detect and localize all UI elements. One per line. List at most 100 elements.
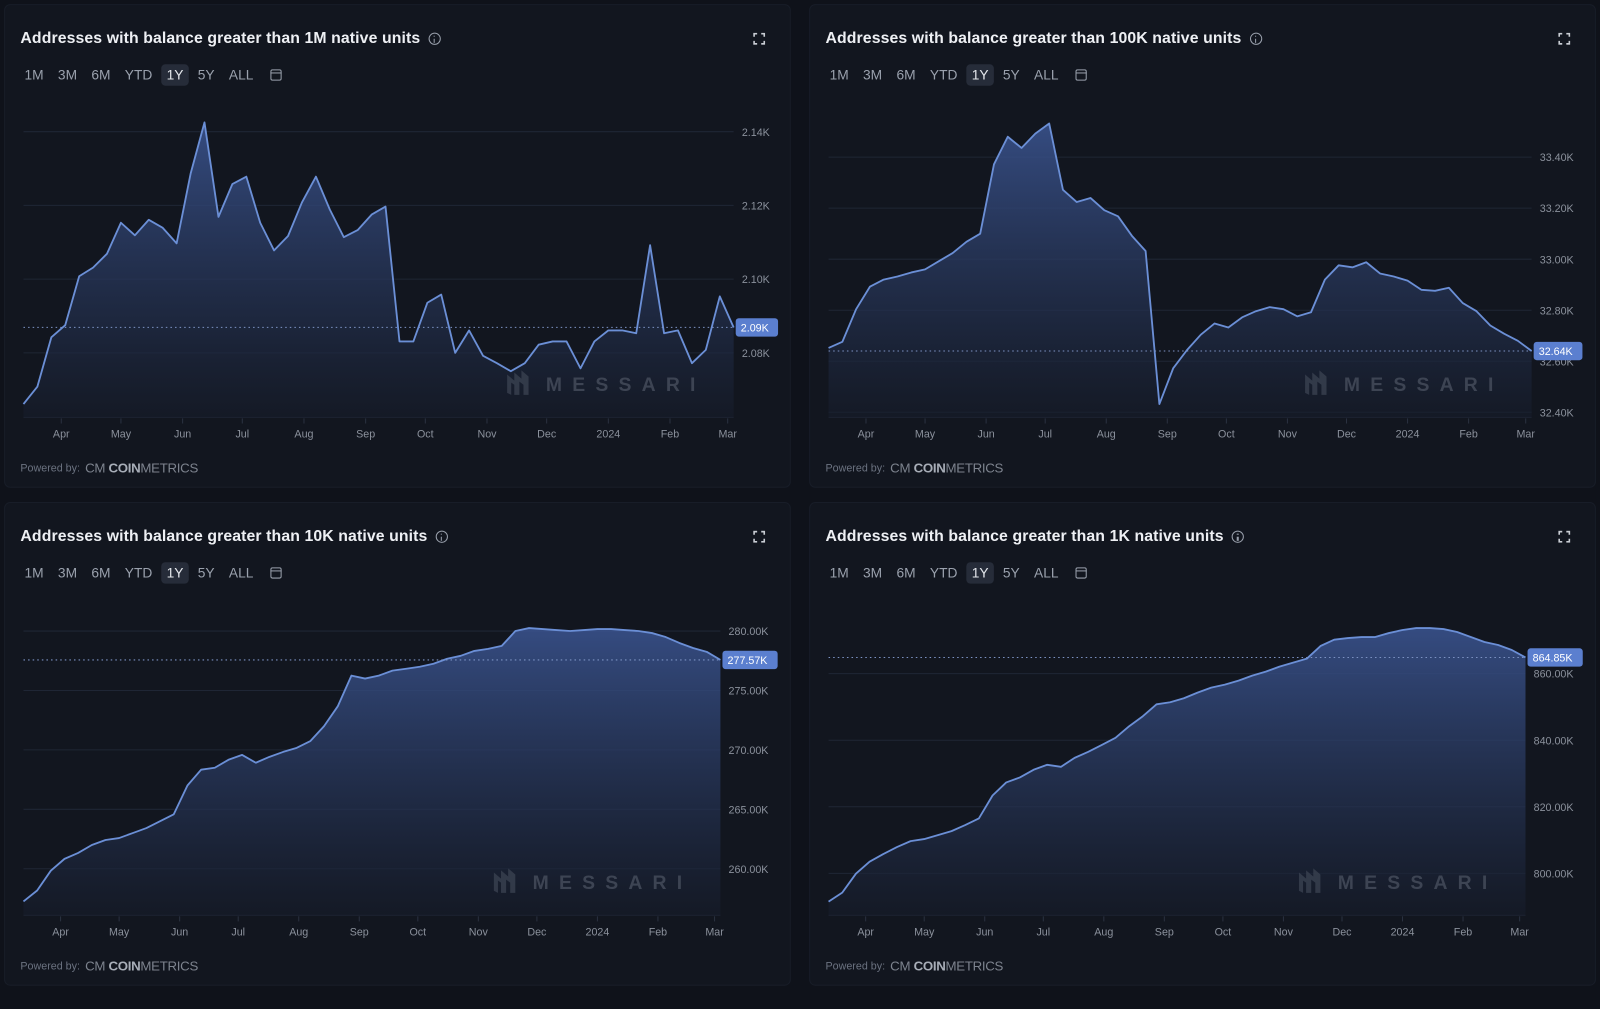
chart-panel: Addresses with balance greater than 10K … (4, 502, 791, 986)
y-tick-label: 2.10K (742, 274, 771, 286)
expand-icon[interactable] (1558, 32, 1571, 45)
range-button-3m[interactable]: 3M (57, 565, 78, 581)
expand-icon[interactable] (1558, 530, 1571, 543)
range-button-5y[interactable]: 5Y (197, 67, 215, 83)
y-tick-label: 800.00K (1534, 868, 1575, 880)
x-tick-label: Dec (1332, 927, 1352, 939)
chart-header: Addresses with balance greater than 10K … (20, 527, 448, 546)
x-tick-label: Jul (235, 429, 249, 441)
range-button-all[interactable]: ALL (228, 565, 254, 581)
expand-icon[interactable] (753, 32, 766, 45)
last-value-label: 864.85K (1533, 653, 1574, 665)
range-button-1y[interactable]: 1Y (966, 64, 994, 86)
chart-panel: Addresses with balance greater than 1K n… (809, 502, 1596, 986)
range-button-3m[interactable]: 3M (863, 67, 883, 83)
x-tick-label: Feb (649, 927, 667, 939)
coinmetrics-logo: CM COINMETRICS (890, 460, 1004, 476)
y-tick-label: 840.00K (1534, 735, 1575, 747)
calendar-icon[interactable] (1075, 567, 1088, 579)
range-selector: 1M 3M 6M YTD 1Y 5Y ALL (824, 562, 1088, 584)
range-button-ytd[interactable]: YTD (929, 565, 958, 581)
range-button-all[interactable]: ALL (228, 67, 254, 83)
messari-logo-icon (1298, 868, 1321, 893)
x-tick-label: Mar (705, 927, 724, 939)
range-button-1m[interactable]: 1M (829, 565, 849, 581)
messari-watermark: MESSARI (533, 872, 693, 894)
range-selector: 1M 3M 6M YTD 1Y 5Y ALL (19, 562, 282, 584)
range-button-6m[interactable]: 6M (896, 67, 916, 83)
range-button-ytd[interactable]: YTD (929, 67, 958, 83)
area-fill (23, 628, 721, 916)
x-tick-label: Sep (1158, 429, 1177, 441)
messari-logo-icon (507, 370, 529, 395)
calendar-icon[interactable] (1075, 69, 1088, 81)
series-line (828, 627, 1526, 903)
chart-title: Addresses with balance greater than 1M n… (20, 29, 421, 47)
info-icon[interactable] (1231, 530, 1245, 543)
messari-logo-icon (493, 868, 516, 893)
x-tick-label: May (915, 429, 936, 441)
y-tick-label: 265.00K (729, 804, 770, 816)
last-value-label: 277.57K (728, 655, 769, 667)
x-tick-label: Oct (409, 927, 426, 939)
range-button-3m[interactable]: 3M (863, 565, 883, 581)
x-tick-label: Dec (537, 429, 557, 441)
area-fill (23, 122, 734, 418)
messari-watermark: MESSARI (1338, 872, 1498, 894)
x-tick-label: Nov (477, 429, 497, 441)
range-button-1y[interactable]: 1Y (161, 64, 189, 86)
x-tick-label: Jun (171, 927, 188, 939)
range-button-3m[interactable]: 3M (57, 67, 78, 83)
range-selector: 1M 3M 6M YTD 1Y 5Y ALL (19, 64, 282, 86)
last-value-label: 2.09K (741, 322, 770, 334)
info-icon[interactable] (435, 530, 448, 543)
powered-by: Powered by: CM COINMETRICS (826, 958, 1004, 973)
chart-plot: 2.08K 2.10K 2.12K 2.14K Apr May Jun Jul Aug Sep Oc… (22, 121, 779, 441)
range-button-1y[interactable]: 1Y (966, 562, 994, 584)
x-tick-label: Feb (1459, 429, 1477, 441)
x-tick-label: Apr (857, 927, 874, 939)
info-icon[interactable] (428, 32, 441, 45)
range-selector: 1M 3M 6M YTD 1Y 5Y ALL (824, 64, 1088, 86)
x-tick-label: Jul (231, 927, 245, 939)
chart-header: Addresses with balance greater than 1K n… (826, 528, 1245, 546)
range-button-5y[interactable]: 5Y (1002, 565, 1020, 581)
x-tick-label: Feb (1454, 927, 1472, 939)
x-tick-label: Dec (527, 927, 547, 939)
chart-title: Addresses with balance greater than 10K … (20, 527, 428, 545)
range-button-6m[interactable]: 6M (91, 67, 111, 83)
y-tick-label: 2.12K (742, 200, 771, 212)
y-tick-label: 2.08K (742, 348, 771, 360)
range-button-ytd[interactable]: YTD (124, 67, 153, 83)
x-tick-label: Mar (718, 429, 737, 441)
x-tick-label: Sep (350, 927, 369, 939)
range-button-6m[interactable]: 6M (91, 565, 111, 581)
y-tick-label: 860.00K (1534, 669, 1575, 681)
messari-watermark: MESSARI (1344, 374, 1504, 396)
x-tick-label: Aug (289, 927, 308, 939)
range-button-1y[interactable]: 1Y (161, 562, 189, 584)
powered-by-label: Powered by: (20, 461, 80, 474)
x-tick-label: Nov (1278, 429, 1298, 441)
range-button-1m[interactable]: 1M (24, 565, 44, 581)
range-button-all[interactable]: ALL (1034, 565, 1059, 581)
powered-by-label: Powered by: (20, 959, 80, 972)
chart-panel: Addresses with balance greater than 100K… (809, 4, 1596, 488)
range-button-ytd[interactable]: YTD (124, 565, 153, 581)
range-button-1m[interactable]: 1M (24, 67, 44, 83)
range-button-all[interactable]: ALL (1034, 67, 1059, 83)
info-icon[interactable] (1249, 32, 1262, 45)
expand-icon[interactable] (753, 530, 766, 543)
range-button-1m[interactable]: 1M (829, 67, 849, 83)
calendar-icon[interactable] (270, 69, 282, 81)
x-tick-label: 2024 (596, 429, 620, 441)
powered-by: Powered by: CM COINMETRICS (826, 460, 1004, 475)
range-button-6m[interactable]: 6M (896, 565, 916, 581)
range-button-5y[interactable]: 5Y (1002, 67, 1020, 83)
calendar-icon[interactable] (270, 567, 282, 579)
chart-plot: 260.00K 265.00K 270.00K 275.00K 280.00K Apr Ma… (22, 626, 778, 939)
range-button-5y[interactable]: 5Y (197, 565, 215, 581)
x-tick-label: Sep (356, 429, 375, 441)
